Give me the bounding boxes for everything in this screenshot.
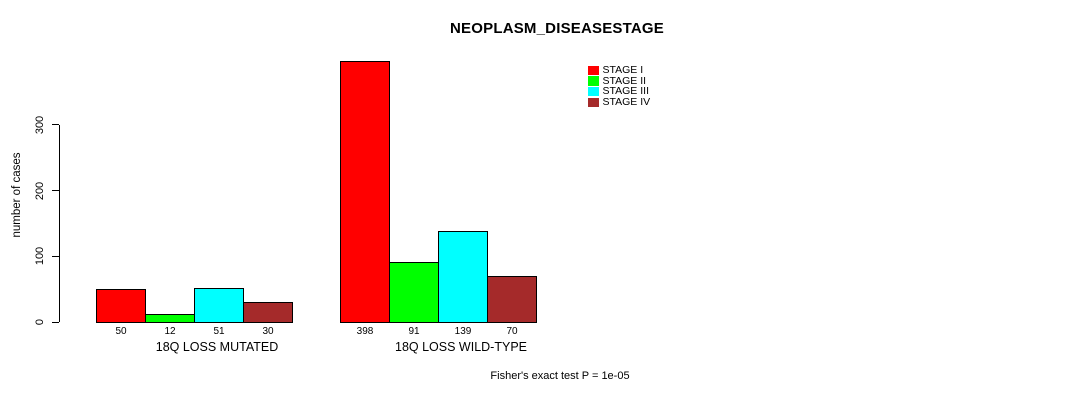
footnote-text: Fisher's exact test P = 1e-05 bbox=[490, 370, 630, 382]
bar-stage-iv-18q-loss-wild-type bbox=[487, 276, 537, 323]
y-axis-tick-label: 100 bbox=[34, 247, 46, 266]
y-axis-tick bbox=[52, 255, 59, 257]
legend-label: STAGE I bbox=[602, 64, 644, 76]
legend-item-stage-i: STAGE I bbox=[588, 65, 650, 76]
y-axis-label: number of cases bbox=[11, 152, 23, 238]
legend-swatch-stage-i bbox=[588, 65, 599, 76]
bar-value-label: 139 bbox=[454, 326, 472, 337]
bar-stage-iv-18q-loss-mutated bbox=[243, 302, 293, 323]
legend-item-stage-iii: STAGE III bbox=[588, 86, 650, 97]
y-axis-tick-label: 200 bbox=[34, 181, 46, 200]
bar-value-label: 50 bbox=[115, 326, 127, 337]
bar-stage-i-18q-loss-wild-type bbox=[340, 60, 390, 323]
bar-value-label: 30 bbox=[262, 326, 274, 337]
y-axis-line bbox=[59, 124, 60, 322]
legend-label: STAGE II bbox=[602, 74, 647, 87]
legend-swatch-stage-iv bbox=[588, 97, 599, 108]
legend-label: STAGE IV bbox=[602, 96, 651, 109]
y-axis-tick bbox=[52, 190, 59, 192]
y-axis-tick-label: 0 bbox=[34, 318, 46, 326]
category-label: 18Q LOSS MUTATED bbox=[155, 340, 279, 354]
bar-value-label: 12 bbox=[164, 326, 176, 337]
bar-stage-iii-18q-loss-wild-type bbox=[438, 230, 488, 323]
bar-stage-ii-18q-loss-mutated bbox=[145, 314, 195, 323]
bar-stage-i-18q-loss-mutated bbox=[96, 289, 146, 323]
category-label: 18Q LOSS WILD-TYPE bbox=[395, 340, 527, 354]
y-axis-tick bbox=[52, 321, 59, 323]
legend-item-stage-ii: STAGE II bbox=[588, 74, 650, 87]
legend-item-stage-iv: STAGE IV bbox=[588, 97, 650, 108]
bar-value-label: 398 bbox=[356, 326, 374, 337]
bar-stage-iii-18q-loss-mutated bbox=[194, 288, 244, 323]
y-axis-tick-label: 300 bbox=[34, 115, 46, 135]
y-axis-tick bbox=[52, 124, 59, 126]
chart-title: NEOPLASM_DISEASESTAGE bbox=[450, 20, 664, 37]
bar-stage-ii-18q-loss-wild-type bbox=[389, 262, 439, 323]
legend-swatch-stage-iii bbox=[588, 86, 599, 97]
bar-value-label: 70 bbox=[506, 326, 518, 337]
bar-value-label: 51 bbox=[213, 326, 225, 337]
legend-swatch-stage-ii bbox=[588, 76, 599, 86]
bar-value-label: 91 bbox=[408, 326, 420, 337]
legend: STAGE I STAGE II STAGE III STAGE IV bbox=[588, 65, 650, 108]
legend-label: STAGE III bbox=[602, 85, 649, 98]
